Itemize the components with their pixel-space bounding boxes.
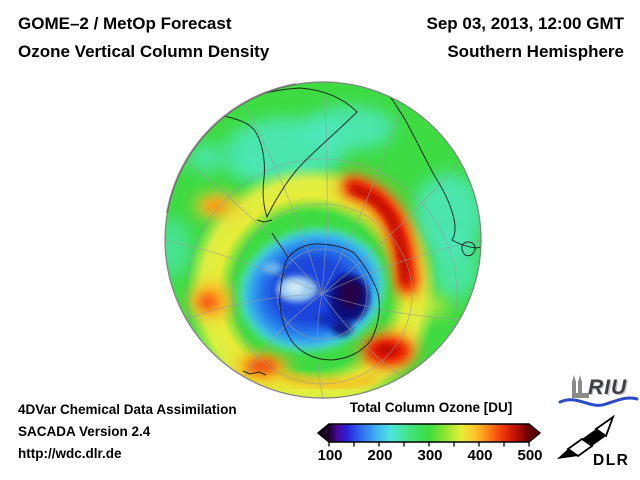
coastline-tierra-del-fuego	[256, 219, 273, 223]
colorbar-tick-label: 100	[317, 447, 343, 464]
rhine-wave-icon	[558, 396, 639, 407]
ozone-hole	[232, 223, 392, 357]
colorbar-ticks	[328, 442, 530, 447]
coastline-south-america	[211, 87, 358, 218]
colorbar-tick-label: 500	[517, 447, 543, 464]
globe-limb-shadow	[166, 83, 297, 214]
colorbar-title: Total Column Ozone [DU]	[349, 400, 513, 415]
timestamp: Sep 03, 2013, 12:00 GMT	[426, 14, 625, 33]
coastline-africa	[383, 87, 481, 249]
colorbar-tick-label: 300	[417, 447, 443, 464]
coastline-antarctic-peninsula	[271, 232, 289, 258]
riu-wordmark-shadow: RIU	[589, 377, 628, 400]
riu-wordmark: RIU	[588, 376, 627, 399]
dlr-wordmark: DLR	[593, 452, 629, 469]
coastlines	[211, 87, 481, 376]
page-subtitle: Ozone Vertical Column Density	[18, 42, 270, 61]
coastline-madagascar	[461, 241, 476, 257]
cathedral-icon	[572, 375, 589, 398]
coastline-antarctica	[279, 243, 380, 361]
globe-limb	[164, 81, 482, 399]
ozone-high-bands	[189, 172, 448, 389]
coastline-south-georgia	[242, 370, 267, 376]
colorbar-tick-label: 400	[467, 447, 493, 464]
colorbar-tick-labels: 100 200 300 400 500	[312, 447, 548, 464]
website-url: http://wdc.dlr.de	[18, 446, 122, 461]
version-label: SACADA Version 2.4	[18, 424, 151, 439]
colorbar	[317, 423, 542, 447]
hemisphere-label: Southern Hemisphere	[447, 42, 624, 61]
colorbar-gradient-bar	[317, 423, 542, 443]
colorbar-tick-label: 200	[367, 447, 393, 464]
dlr-logo: DLR	[557, 414, 629, 469]
page-title: GOME–2 / MetOp Forecast	[18, 14, 232, 33]
graticule	[165, 82, 481, 398]
dlr-wings-icon	[557, 414, 615, 459]
assimilation-label: 4DVar Chemical Data Assimilation	[18, 402, 237, 417]
riu-logo: RIU RIU	[558, 375, 639, 407]
